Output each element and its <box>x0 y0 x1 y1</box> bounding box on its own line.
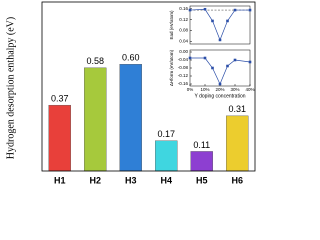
bar <box>84 67 107 172</box>
value-label: 0.60 <box>122 53 140 63</box>
marker <box>211 19 214 23</box>
y-tick-label: 0.12 <box>179 17 188 22</box>
value-label: 0.17 <box>157 129 175 139</box>
y-tick-label: 0.04 <box>179 38 188 43</box>
marker <box>188 56 192 60</box>
y-tick-label: 0.08 <box>179 28 188 33</box>
inset-frame <box>189 49 251 87</box>
marker <box>248 60 252 64</box>
y-tick-label: -0.04 <box>178 57 189 62</box>
marker <box>218 38 222 42</box>
x-tick-label: H4 <box>160 175 172 185</box>
bar <box>226 115 249 172</box>
x-axis-label: Y doping concentration <box>194 93 245 99</box>
value-label: 0.37 <box>51 94 69 104</box>
chart: Hydrogen desorption enthalpy (eV) 0.37 H1… <box>5 1 256 185</box>
y-axis-label: ΔHform (eV/atom) <box>169 49 174 86</box>
x-tick-label: 10% <box>200 87 209 92</box>
x-tick-label: 40% <box>245 87 254 92</box>
marker <box>211 66 214 70</box>
y-tick-label: -0.16 <box>178 81 189 86</box>
x-tick-label: H6 <box>231 175 243 185</box>
x-tick-label: H1 <box>54 175 66 185</box>
marker <box>248 8 252 12</box>
inset-frame <box>189 5 251 45</box>
marker <box>203 7 207 11</box>
marker <box>233 8 237 12</box>
x-tick-label: H3 <box>125 175 137 185</box>
y-axis-label: Hydrogen desorption enthalpy (eV) <box>5 17 16 159</box>
bar <box>155 140 178 172</box>
bar <box>48 104 71 172</box>
x-tick-label: 30% <box>230 87 239 92</box>
y-tick-label: 0.16 <box>179 6 188 11</box>
bar <box>190 151 213 172</box>
value-label: 0.58 <box>86 56 104 66</box>
value-label: 0.31 <box>228 104 246 114</box>
marker <box>226 19 229 23</box>
marker <box>233 58 237 62</box>
y-tick-label: -0.08 <box>178 65 189 70</box>
value-label: 0.11 <box>193 140 210 150</box>
marker <box>218 82 222 86</box>
x-tick-label: 20% <box>215 87 224 92</box>
x-tick-label: H2 <box>89 175 101 185</box>
marker <box>188 8 192 12</box>
bar <box>119 64 142 172</box>
marker <box>226 64 229 68</box>
y-tick-label: -0.12 <box>178 73 189 78</box>
marker <box>203 56 207 60</box>
y-axis-label: Ead (eV/atom) <box>169 10 174 40</box>
x-tick-label: H5 <box>196 175 208 185</box>
y-tick-label: 0.00 <box>179 49 188 54</box>
plot-frame <box>41 1 256 172</box>
x-tick-label: 0% <box>187 87 194 92</box>
